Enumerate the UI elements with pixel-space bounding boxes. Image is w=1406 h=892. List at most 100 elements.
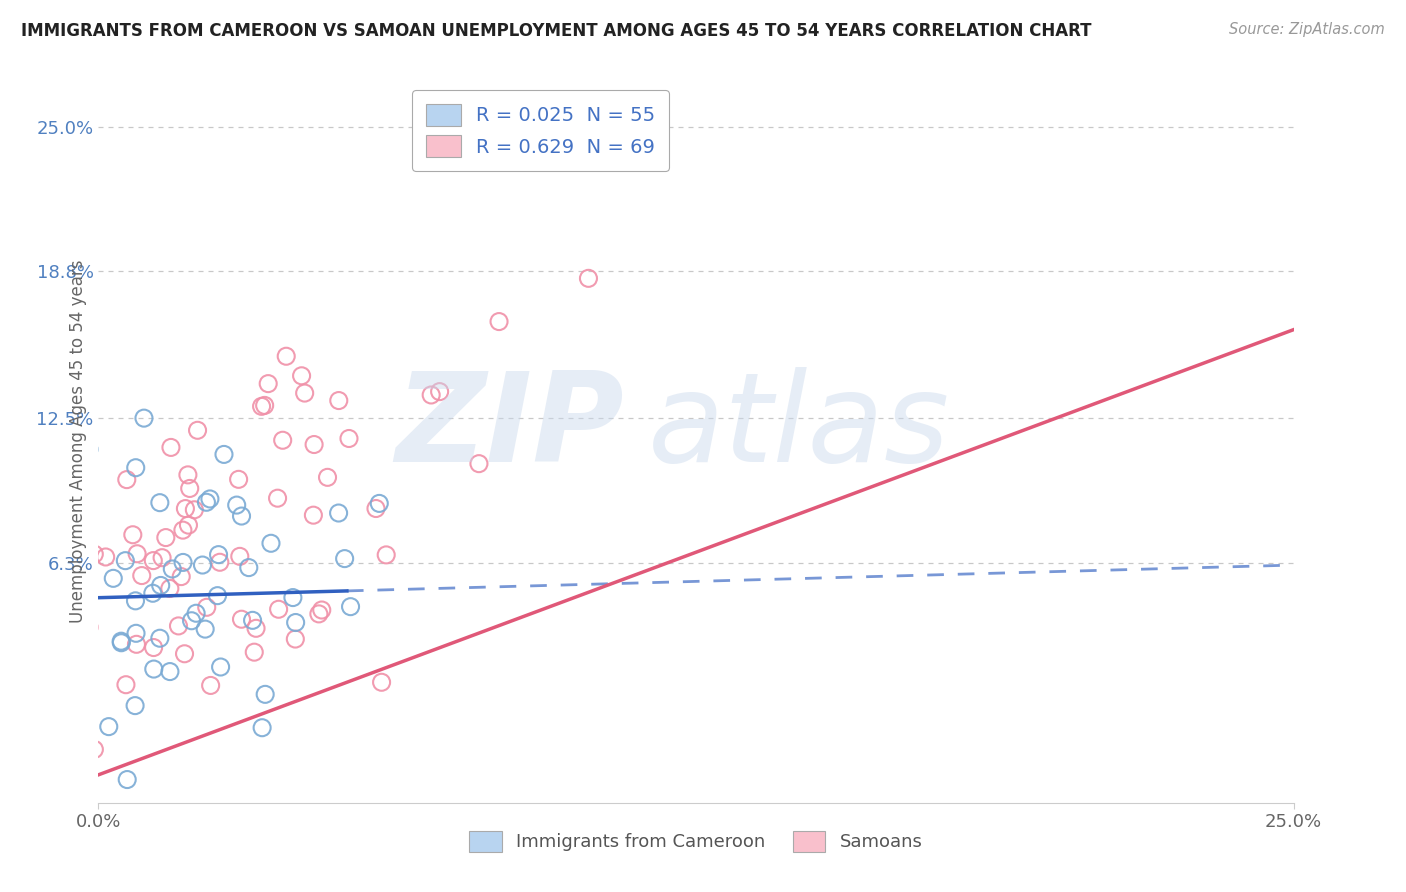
Point <box>155 531 177 545</box>
Point <box>149 632 172 646</box>
Point <box>337 432 360 446</box>
Point <box>7 756 30 770</box>
Point <box>294 386 316 401</box>
Point <box>94 549 117 564</box>
Point <box>142 662 165 676</box>
Point <box>115 678 138 692</box>
Point <box>62 638 84 652</box>
Point <box>328 506 350 520</box>
Point <box>333 551 356 566</box>
Point <box>125 626 148 640</box>
Point <box>24 581 46 595</box>
Point <box>77 620 100 634</box>
Point <box>66 445 89 459</box>
Point <box>228 472 250 486</box>
Point <box>25 833 48 847</box>
Point <box>266 491 288 506</box>
Point <box>302 437 325 451</box>
Point <box>124 594 146 608</box>
Text: ZIP: ZIP <box>395 367 624 488</box>
Point <box>245 621 267 635</box>
Point <box>191 558 214 572</box>
Point <box>83 742 105 756</box>
Point <box>127 547 149 561</box>
Point <box>53 814 76 829</box>
Text: atlas: atlas <box>648 367 950 488</box>
Point <box>18 611 41 625</box>
Point <box>368 496 391 510</box>
Point <box>142 640 165 655</box>
Point <box>194 622 217 636</box>
Point <box>32 571 55 585</box>
Point <box>195 495 218 509</box>
Point <box>468 457 491 471</box>
Point <box>260 536 283 550</box>
Point <box>177 467 200 482</box>
Point <box>115 473 138 487</box>
Point <box>250 721 273 735</box>
Point <box>243 645 266 659</box>
Point <box>198 491 221 506</box>
Point <box>200 678 222 692</box>
Point <box>150 550 173 565</box>
Point <box>77 442 100 457</box>
Point <box>174 501 197 516</box>
Point <box>271 434 294 448</box>
Point <box>308 607 330 621</box>
Point <box>114 554 136 568</box>
Point <box>142 553 165 567</box>
Point <box>229 549 252 564</box>
Point <box>179 482 201 496</box>
Point <box>45 580 67 594</box>
Legend: Immigrants from Cameroon, Samoans: Immigrants from Cameroon, Samoans <box>463 823 929 859</box>
Point <box>32 655 55 669</box>
Point <box>167 619 190 633</box>
Point <box>420 388 443 402</box>
Point <box>429 384 451 399</box>
Y-axis label: Unemployment Among Ages 45 to 54 years: Unemployment Among Ages 45 to 54 years <box>69 260 87 624</box>
Point <box>177 518 200 533</box>
Point <box>242 613 264 627</box>
Point <box>187 423 209 437</box>
Point <box>225 498 247 512</box>
Point <box>172 523 194 537</box>
Point <box>257 376 280 391</box>
Text: IMMIGRANTS FROM CAMEROON VS SAMOAN UNEMPLOYMENT AMONG AGES 45 TO 54 YEARS CORREL: IMMIGRANTS FROM CAMEROON VS SAMOAN UNEMP… <box>21 22 1091 40</box>
Point <box>311 603 333 617</box>
Point <box>0 605 10 619</box>
Point <box>115 772 138 787</box>
Point <box>103 571 125 585</box>
Point <box>207 589 229 603</box>
Point <box>209 660 232 674</box>
Point <box>267 602 290 616</box>
Point <box>0 650 14 665</box>
Point <box>149 578 172 592</box>
Point <box>62 666 84 681</box>
Point <box>284 615 307 630</box>
Point <box>42 676 65 690</box>
Point <box>170 569 193 583</box>
Point <box>253 399 276 413</box>
Point <box>281 591 304 605</box>
Point <box>172 556 194 570</box>
Point <box>160 441 183 455</box>
Point <box>364 501 387 516</box>
Point <box>370 675 392 690</box>
Point <box>316 470 339 484</box>
Point <box>132 411 155 425</box>
Point <box>276 349 298 363</box>
Point <box>328 393 350 408</box>
Point <box>124 698 146 713</box>
Text: Source: ZipAtlas.com: Source: ZipAtlas.com <box>1229 22 1385 37</box>
Point <box>212 447 235 461</box>
Point <box>291 368 314 383</box>
Point <box>184 607 207 621</box>
Point <box>183 503 205 517</box>
Point <box>159 665 181 679</box>
Point <box>97 720 120 734</box>
Point <box>110 634 132 648</box>
Point <box>131 568 153 582</box>
Point <box>250 400 273 414</box>
Point <box>173 647 195 661</box>
Point <box>52 556 75 570</box>
